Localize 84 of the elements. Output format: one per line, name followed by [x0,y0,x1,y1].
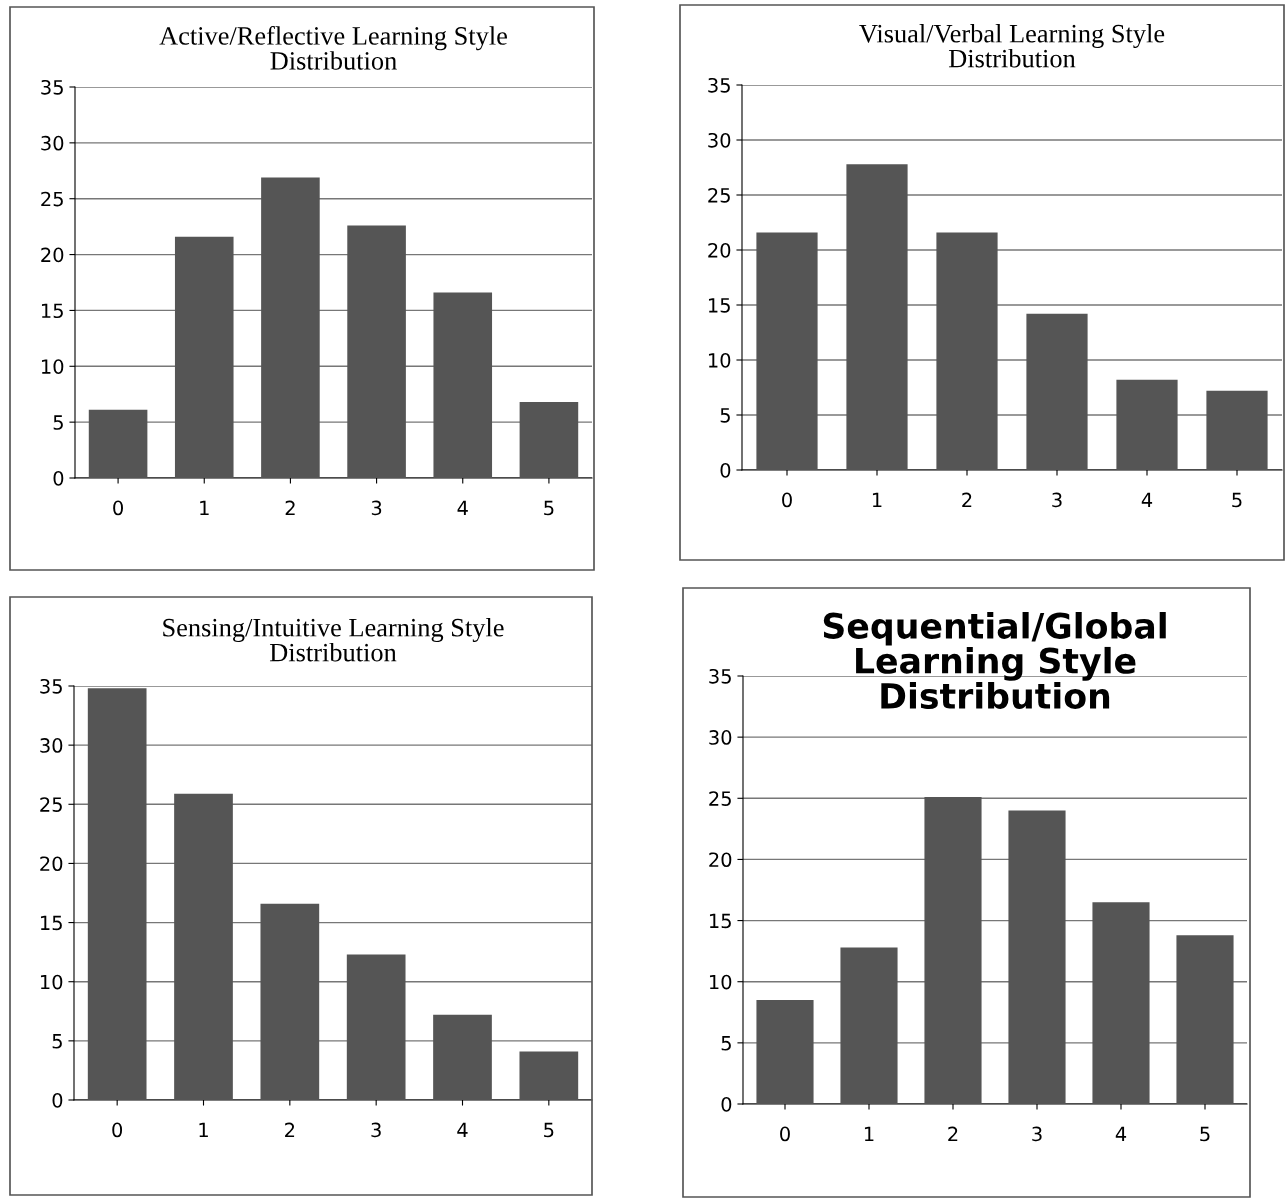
y-tick-label: 15 [41,303,63,319]
bar [936,232,998,470]
x-tick-label: 3 [371,500,382,516]
x-tick-label: 5 [1232,492,1242,508]
bar [1176,935,1234,1104]
x-tick-label: 1 [199,1122,208,1137]
bar [1026,313,1088,470]
chart-title: Active/Reflective Learning Style Distribution [159,26,507,70]
y-tick-label: 15 [40,915,62,931]
x-tick-label: 3 [1052,492,1062,508]
y-tick-label: 5 [721,1036,731,1051]
y-tick-label: 10 [709,974,732,990]
y-tick-label: 20 [41,247,64,263]
bar [840,947,898,1104]
bar [260,903,320,1100]
y-tick-label: 35 [709,668,731,684]
y-tick-label: 0 [720,462,731,478]
bar [756,232,818,470]
y-tick-label: 35 [41,79,63,95]
bar [88,409,148,478]
y-tick-label: 30 [40,738,63,753]
y-tick-label: 20 [708,242,731,258]
x-tick-label: 0 [113,500,123,516]
chart-title: Sensing/Intuitive Learning Style Distribution [163,618,504,662]
x-tick-label: 4 [1141,492,1153,507]
y-tick-label: 0 [53,470,64,486]
bar [261,177,320,478]
y-tick-label: 15 [709,913,731,929]
x-tick-label: 2 [285,1122,295,1137]
y-tick-label: 5 [720,408,730,423]
bar [346,954,406,1100]
y-tick-label: 5 [53,415,63,430]
x-tick-label: 0 [782,492,792,508]
bar [1116,379,1178,470]
x-tick-label: 5 [1200,1126,1210,1142]
y-tick-label: 20 [709,852,732,868]
bar [519,402,579,478]
y-tick-label: 5 [52,1034,62,1049]
y-tick-label: 35 [40,678,62,694]
x-tick-label: 2 [285,500,295,515]
bar [756,1000,814,1104]
y-tick-label: 15 [708,298,730,313]
x-tick-label: 0 [780,1126,790,1142]
x-tick-label: 4 [457,1122,468,1137]
bar [1008,810,1066,1104]
y-tick-label: 25 [709,791,731,806]
bar [433,292,493,478]
bar [846,164,908,470]
x-tick-label: 1 [864,1126,874,1141]
y-tick-label: 10 [708,352,731,368]
y-tick-label: 30 [709,730,732,745]
y-tick-label: 10 [40,974,63,990]
bar [1092,902,1150,1104]
bar [924,797,982,1104]
x-tick-label: 3 [1032,1126,1042,1142]
bar [174,236,234,478]
x-tick-label: 5 [544,1122,554,1138]
y-tick-label: 25 [708,187,730,203]
bar [174,793,233,1100]
bar [519,1051,579,1100]
x-tick-label: 4 [457,500,468,515]
x-tick-label: 3 [371,1122,381,1138]
x-tick-label: 1 [200,500,209,515]
x-tick-label: 0 [112,1122,123,1138]
y-tick-label: 20 [40,856,63,872]
x-tick-label: 5 [544,500,554,516]
y-tick-label: 25 [40,797,62,812]
bar [347,225,406,478]
y-tick-label: 30 [708,132,731,148]
x-tick-label: 2 [948,1126,958,1141]
x-tick-label: 2 [962,492,972,507]
x-tick-label: 1 [872,492,882,507]
bar [433,1014,492,1100]
chart-title: Sequential/Global Learning Style Distribution [823,612,1166,709]
chart-title: Visual/Verbal Learning Style Distribution [859,24,1165,68]
y-tick-label: 10 [41,359,64,374]
bar [87,688,147,1100]
bar [1206,390,1268,470]
y-tick-label: 0 [721,1096,732,1112]
y-tick-label: 35 [708,77,730,93]
y-tick-label: 30 [41,135,64,151]
y-tick-label: 25 [41,191,63,207]
x-tick-label: 4 [1115,1126,1127,1141]
y-tick-label: 0 [52,1092,63,1108]
